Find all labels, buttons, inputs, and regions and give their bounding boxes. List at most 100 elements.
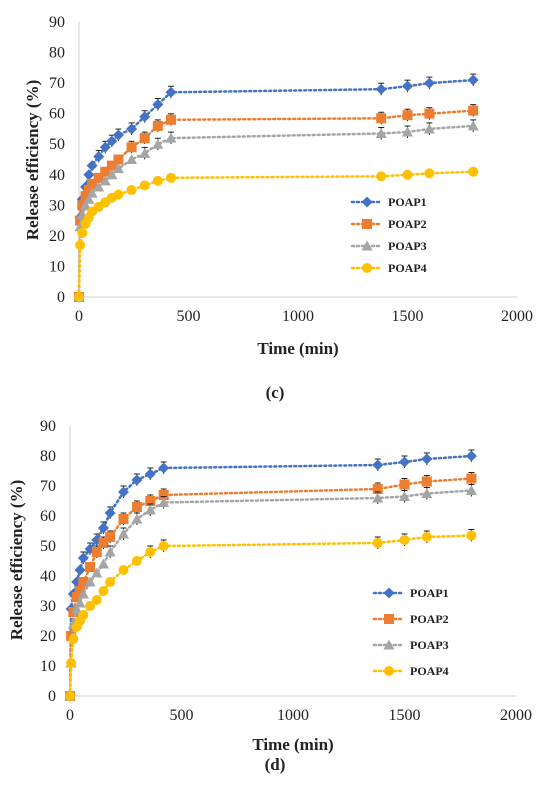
y-tick-label: 90 [49, 14, 65, 31]
data-point [74, 292, 84, 302]
legend-entry-poap2: POAP2 [350, 217, 427, 231]
legend-label: POAP1 [388, 195, 427, 209]
legend-entry-poap4: POAP4 [372, 664, 449, 678]
data-point [145, 547, 156, 557]
data-point [118, 486, 130, 498]
data-point [467, 120, 479, 131]
data-point [118, 514, 129, 524]
x-tick-label: 1500 [392, 308, 424, 325]
y-tick-label: 50 [40, 538, 56, 555]
legend-label: POAP3 [388, 239, 427, 253]
data-point [466, 530, 477, 541]
data-point [105, 532, 116, 542]
x-axis-title: Time (min) [257, 339, 338, 358]
data-point [139, 133, 150, 144]
data-point [104, 546, 116, 557]
legend-marker [383, 639, 395, 650]
data-point [112, 129, 124, 141]
series-line [77, 170, 475, 299]
legend-entry-poap4: POAP4 [350, 261, 427, 275]
data-point [85, 562, 96, 572]
data-point [158, 490, 169, 500]
data-point [93, 172, 104, 183]
data-point [75, 240, 86, 251]
panel-label: (c) [266, 383, 285, 402]
data-point [112, 163, 124, 174]
data-point [423, 77, 435, 89]
data-point [376, 171, 387, 182]
legend-label: POAP1 [410, 586, 449, 600]
y-tick-label: 10 [40, 658, 56, 675]
data-point [375, 83, 387, 95]
data-point [158, 497, 170, 507]
x-tick-label: 0 [75, 308, 83, 325]
data-point [91, 547, 102, 557]
data-point [131, 502, 142, 512]
data-point [98, 586, 109, 596]
data-point [131, 556, 142, 566]
legend-entry-poap3: POAP3 [350, 239, 427, 253]
data-point [158, 541, 169, 551]
data-point [152, 120, 163, 131]
data-point [85, 601, 96, 611]
data-point [93, 181, 105, 192]
data-point [75, 586, 86, 596]
data-point [80, 191, 91, 202]
legend-marker [361, 196, 373, 208]
x-tick-label: 0 [66, 707, 74, 724]
data-point [65, 691, 75, 701]
legend-entry-poap1: POAP1 [350, 195, 427, 209]
data-point [402, 126, 413, 137]
y-tick-label: 80 [40, 448, 56, 465]
data-point [372, 459, 384, 471]
x-tick-label: 500 [170, 707, 194, 724]
data-point [375, 128, 387, 139]
data-point [106, 160, 117, 171]
data-point [376, 113, 387, 124]
y-tick-label: 70 [49, 75, 65, 92]
data-point [83, 185, 94, 196]
data-point [158, 462, 170, 474]
y-tick-label: 60 [49, 106, 65, 123]
data-point [74, 597, 86, 608]
data-point [139, 180, 150, 191]
data-point [465, 450, 477, 462]
y-tick-label: 50 [49, 136, 65, 153]
x-tick-label: 1000 [277, 707, 309, 724]
data-point [424, 108, 435, 119]
data-point [86, 160, 98, 172]
data-point [87, 178, 98, 189]
legend-marker [362, 263, 372, 273]
data-point [66, 658, 77, 668]
data-point [77, 588, 89, 599]
data-point [165, 132, 177, 143]
y-tick-label: 40 [40, 568, 56, 585]
data-point [402, 110, 413, 121]
data-point [399, 491, 410, 501]
data-point [152, 99, 164, 110]
series-poap2 [74, 104, 479, 302]
data-point [423, 123, 435, 134]
data-point [145, 496, 156, 506]
data-point [106, 135, 118, 147]
legend-label: POAP4 [410, 664, 449, 678]
y-tick-label: 70 [40, 478, 56, 495]
series-poap4 [65, 529, 477, 701]
legend-marker [384, 666, 394, 676]
data-point [468, 105, 479, 116]
legend-marker [362, 219, 372, 229]
data-point [467, 74, 479, 86]
x-tick-label: 2000 [501, 308, 533, 325]
legend-entry-poap2: POAP2 [372, 612, 449, 626]
data-point [139, 147, 151, 158]
data-point [144, 504, 156, 515]
data-point [113, 189, 124, 200]
data-point [165, 114, 176, 125]
y-tick-label: 20 [40, 628, 56, 645]
data-point [68, 634, 79, 644]
data-point [372, 492, 384, 503]
y-tick-label: 0 [48, 688, 56, 705]
data-point [139, 111, 151, 123]
y-tick-label: 30 [49, 197, 65, 214]
